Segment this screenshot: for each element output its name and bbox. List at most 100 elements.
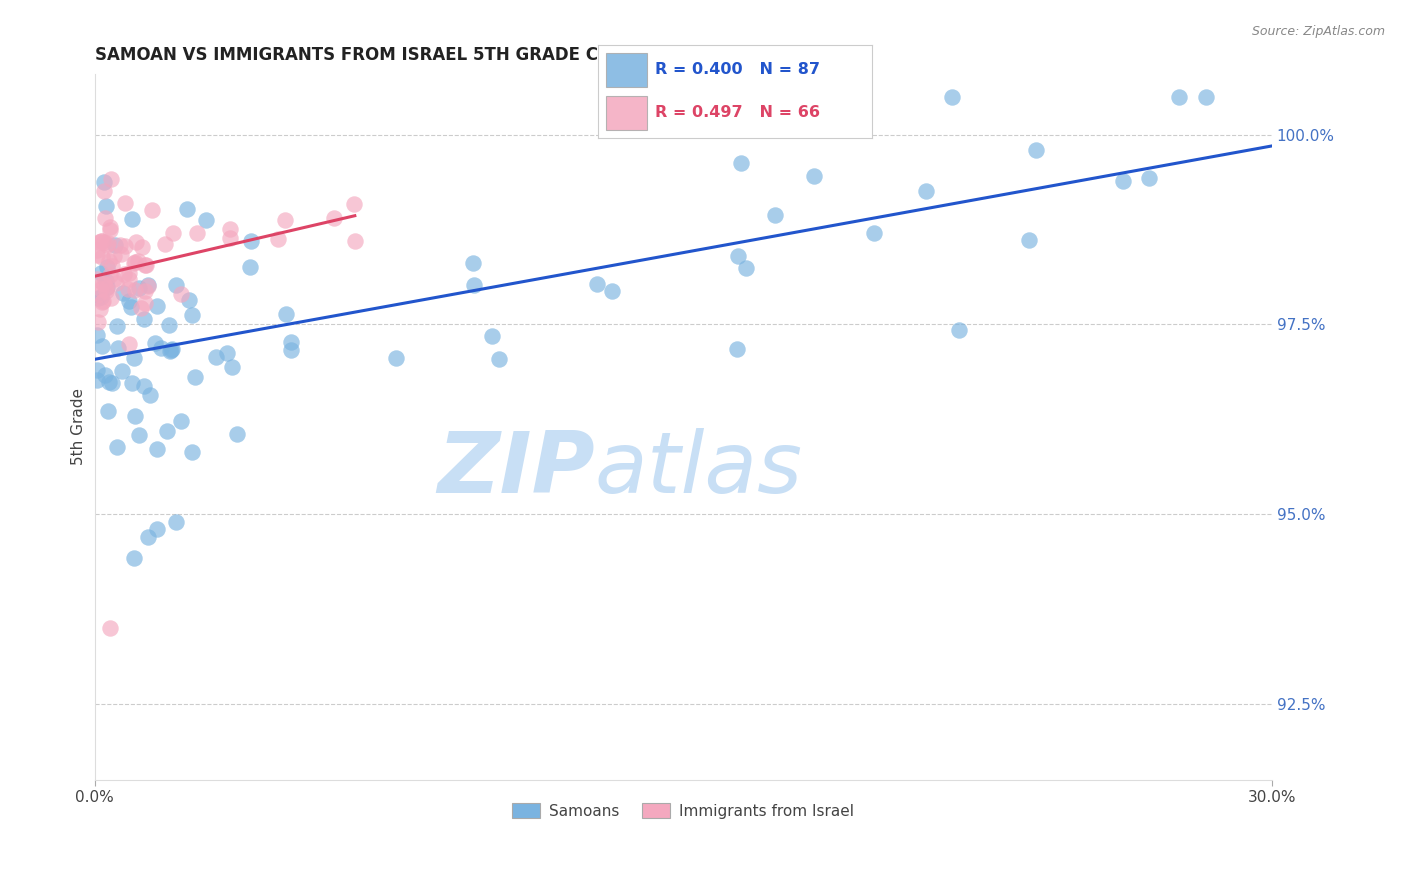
Point [941, 90, 963, 104]
Point [97, 403, 120, 417]
Point [96, 280, 118, 294]
Point [165, 278, 187, 293]
Point [218, 222, 240, 236]
Text: atlas: atlas [595, 427, 803, 511]
Point [98, 621, 121, 635]
Point [129, 301, 152, 315]
Point [87, 286, 110, 301]
Point [160, 343, 183, 358]
Point [121, 211, 143, 226]
Point [730, 156, 752, 170]
Point [803, 169, 825, 184]
Point [170, 414, 193, 428]
Point [120, 300, 142, 314]
Point [481, 328, 503, 343]
Point [89, 301, 111, 316]
Point [146, 442, 169, 457]
Point [86, 271, 108, 285]
Point [915, 184, 938, 198]
Point [763, 208, 786, 222]
Point [93, 184, 115, 198]
Point [323, 211, 346, 225]
Point [181, 444, 204, 458]
Point [217, 346, 239, 360]
Point [343, 234, 366, 248]
Point [104, 238, 127, 252]
Point [165, 515, 187, 529]
Point [124, 254, 146, 268]
Point [90, 234, 112, 248]
Text: R = 0.400   N = 87: R = 0.400 N = 87 [655, 62, 820, 78]
Text: SAMOAN VS IMMIGRANTS FROM ISRAEL 5TH GRADE CORRELATION CHART: SAMOAN VS IMMIGRANTS FROM ISRAEL 5TH GRA… [94, 46, 785, 64]
Point [87, 315, 110, 329]
Point [600, 284, 623, 298]
Point [143, 336, 166, 351]
Point [134, 284, 156, 298]
Point [139, 388, 162, 402]
Point [93, 235, 115, 249]
Point [94, 199, 117, 213]
Point [124, 283, 146, 297]
Point [131, 239, 153, 253]
Point [91, 293, 114, 308]
Point [280, 335, 302, 350]
Point [267, 232, 290, 246]
Point [98, 220, 121, 235]
Point [1137, 170, 1160, 185]
Point [100, 292, 122, 306]
Point [1025, 143, 1047, 157]
Point [218, 231, 240, 245]
Point [204, 350, 226, 364]
Point [488, 351, 510, 366]
Point [118, 294, 141, 309]
Point [132, 311, 155, 326]
Legend: Samoans, Immigrants from Israel: Samoans, Immigrants from Israel [506, 797, 860, 825]
Point [90, 234, 112, 248]
Point [86, 328, 108, 343]
Point [110, 247, 132, 261]
Point [87, 235, 110, 249]
Point [239, 234, 262, 248]
Point [114, 239, 136, 253]
Point [91, 250, 114, 264]
Point [90, 290, 112, 304]
Point [107, 341, 129, 355]
Point [94, 274, 117, 288]
Point [132, 379, 155, 393]
Point [111, 363, 134, 377]
Point [125, 235, 148, 250]
Point [184, 370, 207, 384]
FancyBboxPatch shape [606, 53, 647, 87]
Point [93, 277, 115, 291]
Point [280, 343, 302, 357]
Point [127, 254, 149, 268]
Point [585, 277, 607, 292]
Point [1195, 90, 1218, 104]
Point [86, 291, 108, 305]
Point [136, 277, 159, 292]
Point [156, 425, 179, 439]
Point [176, 202, 198, 217]
Y-axis label: 5th Grade: 5th Grade [72, 388, 86, 466]
Point [118, 272, 141, 286]
Point [91, 276, 114, 290]
Point [159, 343, 181, 358]
Point [141, 203, 163, 218]
Text: R = 0.497   N = 66: R = 0.497 N = 66 [655, 105, 820, 120]
Point [93, 211, 115, 226]
Point [105, 440, 128, 454]
Point [221, 359, 243, 374]
Point [181, 308, 204, 322]
Point [114, 195, 136, 210]
Point [179, 293, 201, 308]
Point [735, 260, 758, 275]
Point [98, 223, 121, 237]
FancyBboxPatch shape [606, 96, 647, 130]
Point [110, 237, 132, 252]
Point [461, 256, 484, 270]
Point [274, 307, 297, 321]
Point [105, 318, 128, 333]
Text: ZIP: ZIP [437, 427, 595, 511]
Point [135, 258, 157, 272]
Point [136, 278, 159, 293]
